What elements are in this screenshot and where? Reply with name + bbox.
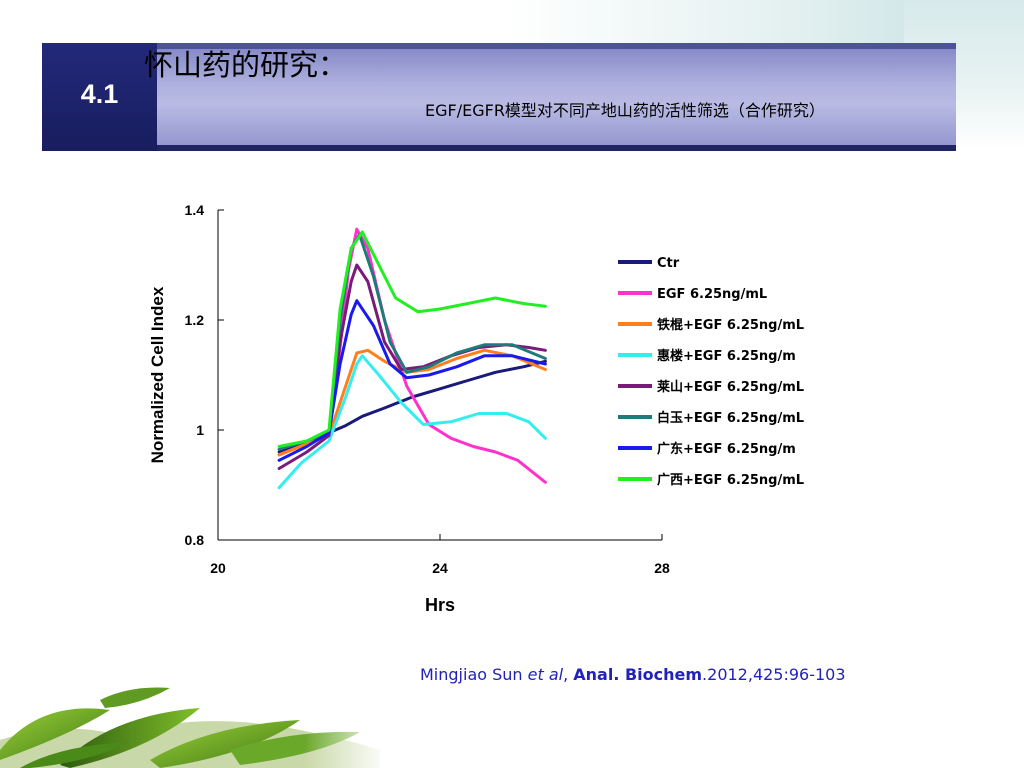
legend-label-2: EGF 6.25ng/mL	[657, 287, 767, 302]
legend-label-4: 惠楼+EGF 6.25ng/m	[657, 348, 796, 364]
series-line-4	[277, 354, 547, 490]
section-number-box: 4.1	[42, 43, 157, 151]
tea-leaves-decoration	[0, 680, 380, 768]
chart-series	[277, 227, 547, 490]
citation-comma: ,	[563, 665, 574, 684]
y-tick-label: 1.4	[185, 202, 205, 218]
slide-subtitle: EGF/EGFR模型对不同产地山药的活性筛选（合作研究）	[425, 101, 825, 120]
citation-details: .2012,425:96-103	[702, 665, 846, 684]
y-axis-label: Normalized Cell Index	[148, 286, 167, 463]
legend-label-7: 广东+EGF 6.25ng/m	[657, 441, 796, 457]
x-tick-label: 24	[432, 560, 448, 576]
legend-label-6: 白玉+EGF 6.25ng/mL	[657, 410, 804, 426]
legend-label-5: 莱山+EGF 6.25ng/mL	[657, 379, 804, 395]
citation-journal: Anal. Biochem	[573, 665, 703, 684]
legend-label-8: 广西+EGF 6.25ng/mL	[657, 472, 804, 488]
series-line-8	[277, 230, 547, 448]
citation-etal: et al	[527, 665, 564, 684]
x-axis-label: Hrs	[425, 595, 455, 615]
citation: Mingjiao Sun et al, Anal. Biochem.2012,4…	[420, 665, 846, 684]
slide-title: 怀山药的研究：	[144, 48, 348, 82]
chart-axes: 0.8 1 1.2 1.4 20 24 28 Hrs Normalized Cell Index	[148, 202, 670, 615]
line-chart: 0.8 1 1.2 1.4 20 24 28 Hrs Normalized Cell Index…	[148, 202, 804, 615]
series-line-6	[277, 233, 547, 451]
legend-label-3: 铁棍+EGF 6.25ng/mL	[656, 317, 804, 333]
y-tick-label: 1	[196, 422, 204, 438]
slide-header: 4.1	[42, 43, 956, 151]
x-tick-label: 20	[210, 560, 226, 576]
section-number: 4.1	[80, 79, 119, 109]
chart-legend: Ctr EGF 6.25ng/mL 铁棍+EGF 6.25ng/mL 惠楼+EGF 6…	[618, 256, 804, 488]
x-tick-label: 28	[654, 560, 670, 576]
title-bar	[157, 43, 956, 151]
title-bar-top-line	[157, 43, 956, 49]
citation-author: Mingjiao Sun	[420, 665, 528, 684]
y-tick-label: 0.8	[185, 532, 205, 548]
legend-label-1: Ctr	[657, 256, 680, 271]
y-tick-label: 1.2	[185, 312, 205, 328]
